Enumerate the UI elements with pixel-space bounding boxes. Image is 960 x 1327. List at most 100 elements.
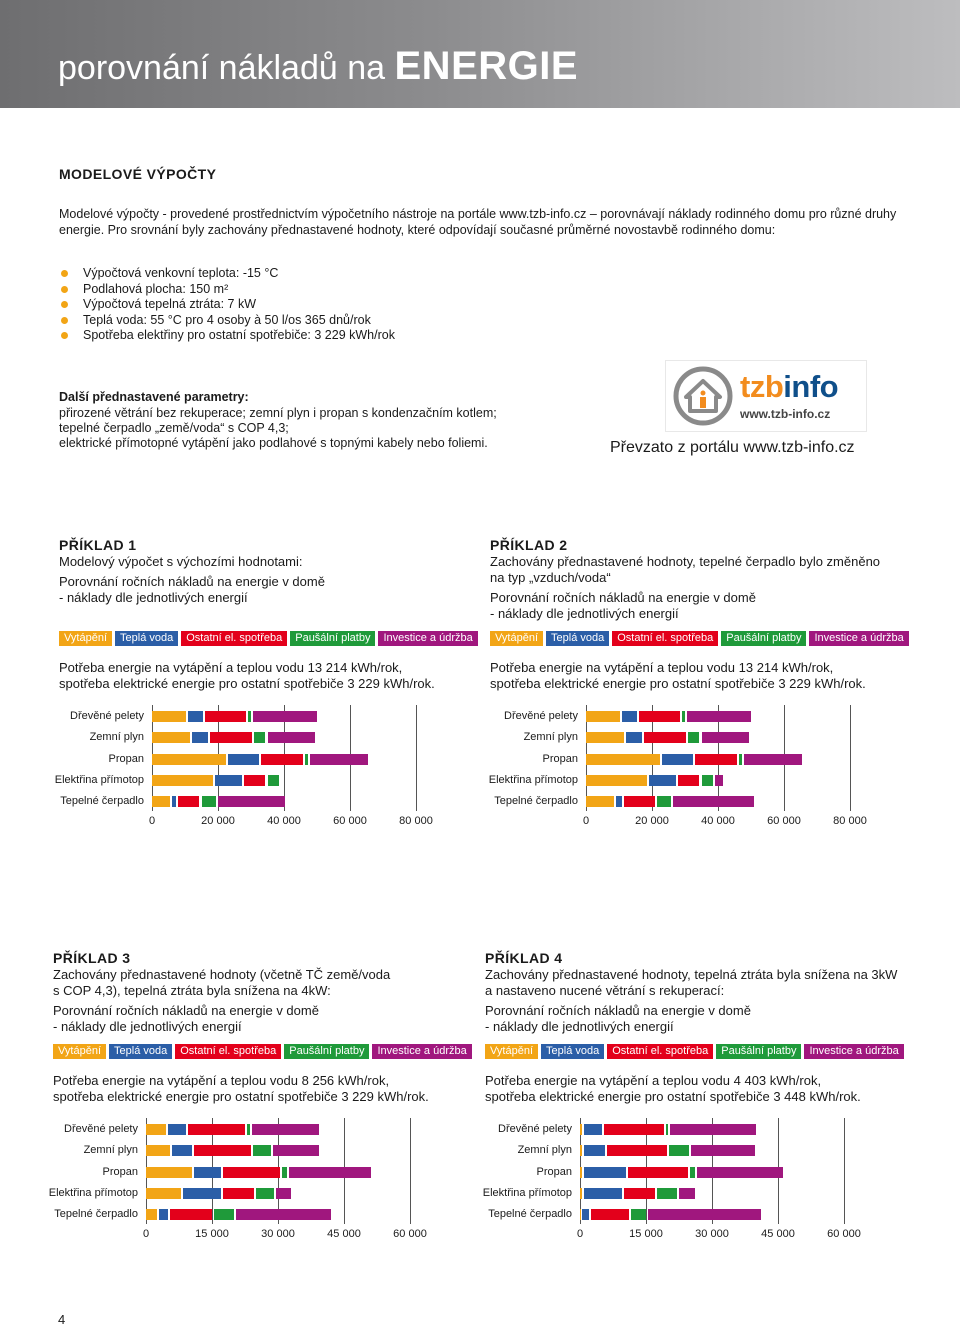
list-item: Výpočtová venkovní teplota: -15 °C xyxy=(59,266,659,282)
legend-item: Vytápění xyxy=(490,631,544,646)
params-line: přirozené větrání bez rekuperace; zemní … xyxy=(59,406,497,420)
bar-segment xyxy=(267,732,315,744)
bar-segment xyxy=(252,711,317,722)
category-label: Tepelné čerpadlo xyxy=(488,1208,572,1221)
bar-segment xyxy=(247,711,251,722)
legend-item: Teplá voda xyxy=(546,631,610,646)
example-subtitle: Porovnání ročních nákladů na energie v d… xyxy=(53,1003,319,1018)
legend-item: Ostatní el. spotřeba xyxy=(607,1044,714,1059)
bar-segment xyxy=(209,732,253,744)
bar-segment xyxy=(244,774,266,786)
cost-chart-3: 0 15 000 30 000 45 000 60 000 Dřevěné pelety Z… xyxy=(34,1118,454,1248)
bar-segment xyxy=(638,711,680,722)
bar-segment xyxy=(282,1166,287,1178)
example-description: Zachovány přednastavené hodnoty, tepelná… xyxy=(485,967,898,982)
bar-segment xyxy=(607,1145,667,1157)
page-number: 4 xyxy=(58,1312,66,1327)
bar-segment xyxy=(188,711,203,722)
title-light: porovnání nákladů na xyxy=(58,49,386,87)
bar-segment xyxy=(586,711,621,722)
category-label: Zemní plyn xyxy=(83,1144,138,1157)
example-title: PŘÍKLAD 3 xyxy=(53,950,131,966)
bar-segment xyxy=(170,1209,213,1221)
category-label: Dřevěné pelety xyxy=(64,1123,138,1135)
bar-segment xyxy=(201,796,216,808)
example-subtitle: Porovnání ročních nákladů na energie v d… xyxy=(490,590,756,605)
energy-need-text: spotřeba elektrické energie pro ostatní … xyxy=(485,1089,861,1104)
bar-segment xyxy=(643,732,687,744)
category-label: Dřevěné pelety xyxy=(498,1123,572,1135)
bar-segment xyxy=(648,774,677,786)
bar-segment xyxy=(686,711,751,722)
bar-segment xyxy=(223,1166,281,1178)
params-line: tepelné čerpadlo „země/voda“ s COP 4,3; xyxy=(59,421,289,435)
bar-segment xyxy=(305,753,309,765)
legend-item: Investice a údržba xyxy=(372,1044,472,1059)
cost-chart-2: 0 20 000 40 000 60 000 80 000 Dřevěné pelety Z… xyxy=(474,705,894,835)
bar-segment xyxy=(586,732,624,744)
bar-segment xyxy=(193,1145,251,1157)
x-tick-label: 0 xyxy=(142,1228,150,1240)
bar-segment xyxy=(739,753,743,765)
bar-segment xyxy=(267,774,279,786)
category-label: Propan xyxy=(542,752,578,765)
legend-item: Paušální platby xyxy=(284,1044,370,1059)
bar-segment xyxy=(146,1145,170,1157)
bar-segment xyxy=(214,1209,235,1221)
params-title: Další přednastavené parametry: xyxy=(59,390,249,404)
bar-segment xyxy=(272,1145,320,1157)
category-label: Tepelné čerpadlo xyxy=(54,1208,138,1221)
x-tick-label: 45 000 xyxy=(761,1228,795,1240)
bar-segment xyxy=(681,711,685,722)
chart-legend: Vytápění Teplá voda Ostatní el. spotřeba Pa… xyxy=(53,1044,472,1059)
bar-segment xyxy=(146,1166,193,1178)
bar-segment xyxy=(625,732,642,744)
bar-segment xyxy=(584,1145,606,1157)
x-tick-label: 0 xyxy=(576,1228,584,1240)
category-label: Zemní plyn xyxy=(517,1144,572,1157)
bar-segment xyxy=(187,1124,246,1135)
bar-segment xyxy=(679,1187,695,1199)
bar-segment xyxy=(168,1124,186,1135)
bar-segment xyxy=(227,753,259,765)
bar-segment xyxy=(584,1187,622,1199)
x-tick-label: 45 000 xyxy=(327,1228,361,1240)
bar-segment xyxy=(584,1124,603,1135)
example-subtitle: - náklady dle jednotlivých energií xyxy=(59,590,248,605)
bar-segment xyxy=(744,753,802,765)
category-label: Elektřina přímotop xyxy=(488,773,578,786)
legend-item: Paušální platby xyxy=(290,631,376,646)
bar-segment xyxy=(152,774,213,786)
bar-segment xyxy=(191,732,208,744)
legend-item: Paušální platby xyxy=(716,1044,802,1059)
x-tick-label: 60 000 xyxy=(767,815,801,827)
energy-need-text: Potřeba energie na vytápění a teplou vod… xyxy=(59,660,403,675)
category-label: Propan xyxy=(102,1165,138,1178)
bar-segment xyxy=(310,753,368,765)
x-tick-label: 40 000 xyxy=(267,815,301,827)
example-description: Zachovány přednastavené hodnoty, tepelné… xyxy=(490,554,881,569)
cost-chart-1: 0 20 000 40 000 60 000 80 000 Dřevěné pelety Z… xyxy=(40,705,460,835)
bar-segment xyxy=(159,1209,169,1221)
example-title: PŘÍKLAD 4 xyxy=(485,950,563,966)
energy-need-text: Potřeba energie na vytápění a teplou vod… xyxy=(490,660,834,675)
model-parameters-list: Výpočtová venkovní teplota: -15 °C Podla… xyxy=(59,266,659,344)
legend-item: Investice a údržba xyxy=(804,1044,904,1059)
gridline xyxy=(850,705,851,811)
params-line: elektrické přímotopné vytápění jako podl… xyxy=(59,436,488,450)
bar-segment xyxy=(289,1166,371,1178)
energy-need-text: Potřeba energie na vytápění a teplou vod… xyxy=(53,1073,390,1088)
bar-segment xyxy=(146,1187,182,1199)
example-subtitle: Porovnání ročních nákladů na energie v d… xyxy=(59,574,325,589)
bar-segment xyxy=(586,796,614,808)
bar-segment xyxy=(152,753,226,765)
list-item: Podlahová plocha: 150 m² xyxy=(59,282,659,298)
bar-segment xyxy=(580,1187,583,1199)
bar-segment xyxy=(146,1209,158,1221)
bar-segment xyxy=(591,1209,629,1221)
example-subtitle: Porovnání ročních nákladů na energie v d… xyxy=(485,1003,751,1018)
bar-segment xyxy=(678,774,700,786)
bar-segment xyxy=(661,753,693,765)
category-label: Elektřina přímotop xyxy=(48,1186,138,1199)
bar-segment xyxy=(688,732,700,744)
